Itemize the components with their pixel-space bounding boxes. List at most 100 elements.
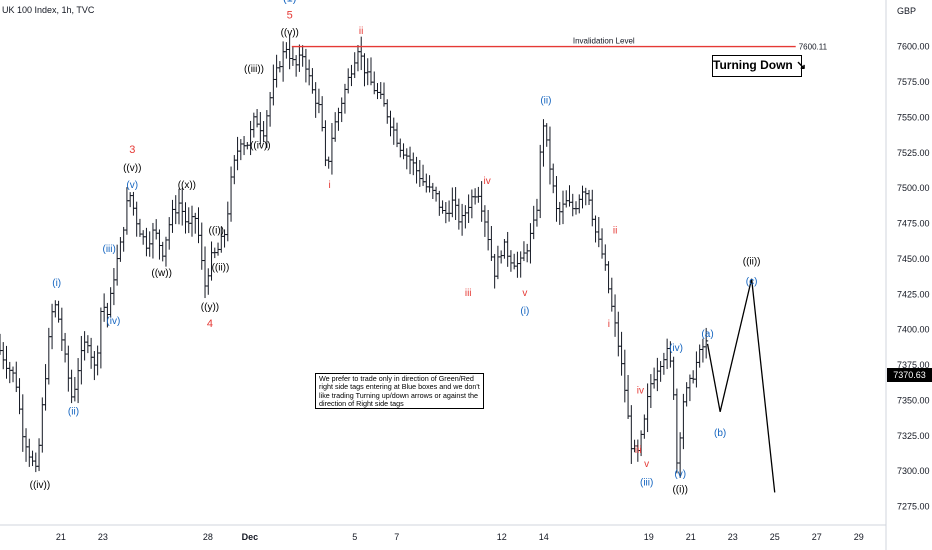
candle bbox=[521, 241, 526, 262]
wave-label: ((v)) bbox=[281, 27, 299, 38]
y-tick-label: 7275.00 bbox=[897, 502, 930, 512]
candle bbox=[401, 143, 406, 160]
candle bbox=[190, 205, 195, 237]
candle bbox=[320, 96, 325, 132]
candle bbox=[417, 160, 422, 187]
candle bbox=[440, 200, 445, 214]
candle bbox=[66, 345, 71, 392]
wave-label: ((iv)) bbox=[30, 480, 51, 491]
candle bbox=[508, 250, 513, 272]
candle bbox=[505, 231, 510, 267]
candle bbox=[268, 91, 273, 127]
candle bbox=[378, 82, 383, 99]
candle bbox=[4, 345, 9, 379]
candle bbox=[443, 202, 448, 224]
candle bbox=[613, 294, 618, 337]
candle bbox=[430, 182, 435, 200]
turning-down-box: Turning Down ↘ bbox=[712, 55, 806, 77]
candle bbox=[297, 44, 302, 72]
candle bbox=[424, 173, 429, 193]
y-tick-label: 7575.00 bbox=[897, 77, 930, 87]
candle bbox=[118, 237, 123, 262]
candle bbox=[157, 229, 162, 260]
candle bbox=[43, 364, 48, 411]
candle bbox=[547, 126, 552, 185]
wave-label: (iv) bbox=[106, 316, 120, 327]
candle bbox=[98, 307, 103, 369]
y-tick-label: 7500.00 bbox=[897, 183, 930, 193]
wave-label: ((iv)) bbox=[250, 141, 271, 152]
candle bbox=[648, 374, 653, 409]
wave-label: (ii) bbox=[68, 407, 79, 418]
wave-labels-layer: (1)5((v))((iii))((iv))iii3((v))(v)((x))(… bbox=[30, 0, 761, 495]
candle bbox=[284, 42, 289, 59]
symbol-title[interactable]: UK 100 Index, 1h, TVC bbox=[2, 5, 95, 15]
candle bbox=[691, 370, 696, 384]
candle bbox=[437, 190, 442, 216]
candle bbox=[27, 438, 32, 467]
candle bbox=[24, 428, 29, 462]
candle bbox=[281, 41, 286, 82]
candle bbox=[287, 34, 292, 70]
candle bbox=[326, 156, 331, 169]
x-tick-label: 25 bbox=[770, 532, 780, 542]
wave-label: (iii) bbox=[103, 244, 116, 255]
candle bbox=[450, 187, 455, 218]
candle bbox=[551, 163, 556, 194]
y-tick-label: 7300.00 bbox=[897, 466, 930, 476]
candle bbox=[352, 52, 357, 79]
wave-label: iv bbox=[637, 385, 644, 396]
candle bbox=[167, 217, 172, 250]
candle bbox=[661, 352, 666, 375]
candle bbox=[525, 243, 530, 263]
candle bbox=[232, 155, 237, 185]
candle bbox=[76, 358, 81, 404]
y-tick-label: 7325.00 bbox=[897, 431, 930, 441]
candle bbox=[199, 222, 204, 270]
invalidation-value: 7600.11 bbox=[799, 43, 828, 52]
wave-label: (1) bbox=[283, 0, 296, 4]
candle bbox=[359, 36, 364, 71]
candle bbox=[580, 185, 585, 209]
price-axis[interactable]: 7275.00 7300.00 7325.00 7350.00 7375.00 7400.… bbox=[897, 42, 930, 512]
candle bbox=[37, 438, 42, 472]
candle bbox=[95, 345, 100, 376]
candle bbox=[479, 181, 484, 222]
candle bbox=[391, 117, 396, 145]
y-tick-label: 7450.00 bbox=[897, 254, 930, 264]
candle bbox=[427, 175, 432, 193]
last-price-badge: 7370.63 bbox=[887, 368, 932, 382]
candle bbox=[616, 311, 621, 357]
wave-label: ((v)) bbox=[123, 163, 141, 174]
candle bbox=[11, 366, 16, 383]
candle bbox=[294, 55, 299, 77]
candle bbox=[557, 201, 562, 225]
candle bbox=[694, 351, 699, 388]
candle bbox=[460, 203, 465, 236]
candle bbox=[603, 244, 608, 271]
time-axis[interactable]: 21 23 28 Dec 5 7 12 14 19 21 23 25 27 29 bbox=[56, 532, 864, 542]
y-tick-label: 7600.00 bbox=[897, 42, 930, 52]
candle bbox=[538, 144, 543, 219]
candle bbox=[531, 205, 536, 240]
candle bbox=[342, 83, 347, 114]
y-tick-label: 7550.00 bbox=[897, 112, 930, 122]
x-tick-label: 29 bbox=[854, 532, 864, 542]
candle bbox=[404, 148, 409, 170]
candle bbox=[40, 397, 45, 453]
candle bbox=[124, 187, 129, 235]
wave-label: v bbox=[644, 459, 649, 470]
wave-label: iii bbox=[465, 288, 472, 299]
candle bbox=[697, 344, 702, 368]
projection-path bbox=[706, 278, 776, 493]
candle bbox=[141, 230, 146, 245]
candle bbox=[577, 194, 582, 214]
candle bbox=[336, 107, 341, 131]
candle bbox=[193, 212, 198, 234]
candle bbox=[456, 198, 461, 230]
candle bbox=[596, 216, 601, 248]
candle bbox=[163, 236, 168, 267]
candle bbox=[421, 164, 426, 186]
candle bbox=[160, 241, 165, 262]
